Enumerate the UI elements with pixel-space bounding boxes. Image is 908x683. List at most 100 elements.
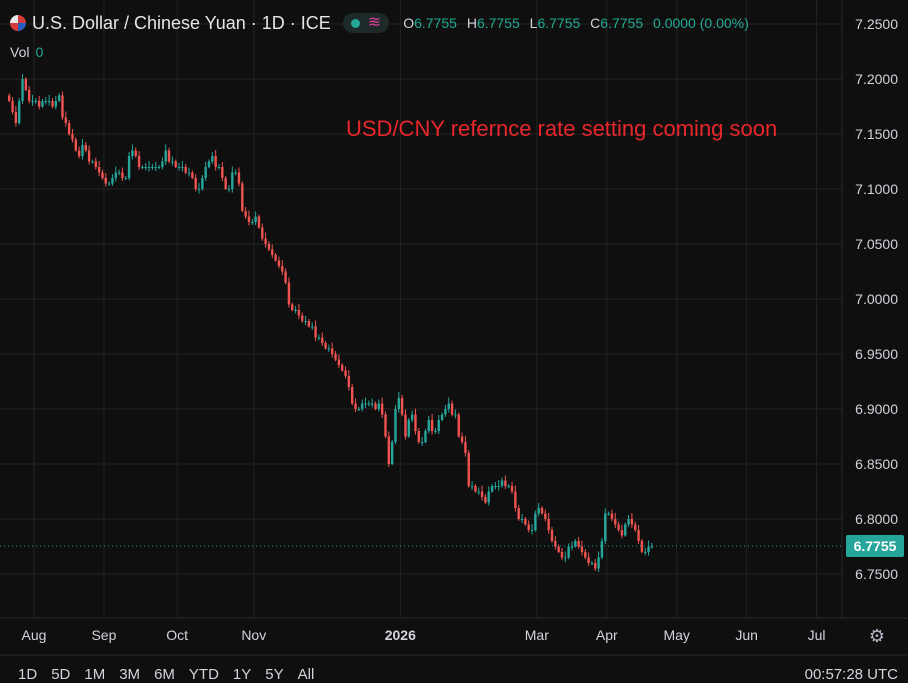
candle-body bbox=[644, 552, 647, 553]
candle-body bbox=[101, 172, 104, 178]
range-5y-button[interactable]: 5Y bbox=[265, 666, 284, 683]
candle-body bbox=[21, 79, 24, 101]
candle-body bbox=[37, 101, 41, 107]
candle-body bbox=[550, 530, 554, 541]
range-6m-button[interactable]: 6M bbox=[154, 666, 175, 683]
candle-body bbox=[440, 414, 444, 420]
candle-body bbox=[217, 167, 221, 168]
candle-body bbox=[67, 123, 71, 134]
candle-body bbox=[294, 310, 297, 311]
time-axis[interactable]: Aug Sep Oct Nov 2026 Mar Apr May Jun Jul bbox=[22, 627, 826, 643]
us-flag-icon bbox=[10, 15, 26, 31]
candle-body bbox=[480, 491, 484, 497]
candle-body bbox=[530, 530, 534, 531]
candle-body bbox=[264, 238, 267, 244]
candle-body bbox=[454, 414, 457, 416]
candle-body bbox=[537, 508, 540, 514]
symbol-title[interactable]: U.S. Dollar / Chinese Yuan · 1D · ICE bbox=[32, 12, 331, 33]
candle-body bbox=[420, 442, 424, 443]
candle-body bbox=[301, 315, 304, 321]
chart-grid bbox=[0, 0, 908, 656]
candle-body bbox=[540, 508, 544, 514]
candle-body bbox=[227, 189, 231, 190]
candle-body bbox=[334, 354, 337, 360]
candle-body bbox=[380, 403, 384, 415]
ohlc-change-value: 0.0000 (0.00%) bbox=[653, 15, 749, 31]
candle-body bbox=[614, 519, 617, 525]
candle-body bbox=[467, 453, 470, 486]
candle-body bbox=[534, 513, 537, 530]
candle-body bbox=[307, 321, 311, 327]
settings-gear-icon[interactable]: ⚙ bbox=[868, 625, 886, 646]
candle-body bbox=[257, 216, 261, 228]
candle-body bbox=[167, 150, 171, 162]
candle-body bbox=[164, 150, 167, 162]
candle-body bbox=[597, 557, 600, 569]
range-1m-button[interactable]: 1M bbox=[84, 666, 106, 683]
volume-readout: Vol 0 bbox=[10, 44, 43, 60]
candle-body bbox=[24, 79, 28, 90]
candle-body bbox=[134, 150, 137, 156]
candle-body bbox=[317, 337, 321, 339]
candle-body bbox=[174, 161, 177, 167]
candle-body bbox=[214, 156, 217, 167]
y-tick-label: 7.0500 bbox=[855, 236, 898, 252]
chart-annotation[interactable]: USD/CNY refernce rate setting coming soo… bbox=[346, 116, 778, 141]
candle-body bbox=[427, 420, 430, 431]
y-tick-label: 6.8000 bbox=[855, 511, 898, 527]
chart-header: U.S. Dollar / Chinese Yuan · 1D · ICE ≋ … bbox=[10, 10, 755, 36]
candle-body bbox=[617, 524, 620, 530]
candle-body bbox=[107, 183, 111, 185]
candle-body bbox=[87, 150, 91, 162]
candle-body bbox=[404, 414, 407, 437]
candle-body bbox=[407, 420, 410, 437]
candle-body bbox=[400, 398, 404, 415]
candle-body bbox=[567, 546, 570, 558]
candle-series bbox=[8, 74, 654, 573]
candle-body bbox=[507, 486, 510, 487]
status-pill[interactable]: ≋ bbox=[342, 13, 390, 33]
range-5d-button[interactable]: 5D bbox=[51, 666, 71, 683]
range-1y-button[interactable]: 1Y bbox=[232, 666, 252, 683]
candle-body bbox=[484, 497, 487, 503]
candle-body bbox=[234, 172, 237, 174]
candle-body bbox=[127, 156, 131, 178]
candle-body bbox=[344, 370, 347, 376]
candle-body bbox=[387, 436, 391, 464]
candle-body bbox=[450, 403, 454, 415]
ohlc-low-label: L bbox=[529, 15, 538, 31]
range-1d-button[interactable]: 1D bbox=[18, 666, 38, 683]
candle-body bbox=[251, 222, 254, 223]
candle-body bbox=[430, 420, 434, 431]
price-axis[interactable]: 7.2500 7.2000 7.1500 7.1000 7.0500 7.0000 6.95… bbox=[855, 16, 898, 582]
candle-body bbox=[8, 95, 11, 101]
candle-body bbox=[434, 431, 437, 432]
x-tick-label: Sep bbox=[91, 627, 116, 643]
candle-body bbox=[470, 486, 474, 487]
candle-body bbox=[494, 486, 497, 487]
candle-body bbox=[360, 403, 364, 409]
candle-body bbox=[297, 310, 301, 316]
x-tick-label: May bbox=[663, 627, 689, 643]
candle-body bbox=[570, 546, 574, 548]
candle-body bbox=[327, 348, 331, 350]
range-ytd-button[interactable]: YTD bbox=[188, 666, 219, 683]
candle-body bbox=[324, 343, 327, 349]
candle-body bbox=[514, 491, 517, 508]
utc-clock[interactable]: 00:57:28 UTC bbox=[804, 666, 898, 683]
wave-icon: ≋ bbox=[367, 14, 382, 31]
y-tick-label: 6.8500 bbox=[855, 456, 898, 472]
candle-body bbox=[367, 403, 371, 405]
candle-body bbox=[444, 409, 447, 415]
range-3m-button[interactable]: 3M bbox=[119, 666, 141, 683]
candle-body bbox=[474, 486, 477, 492]
candle-body bbox=[580, 546, 584, 552]
candle-body bbox=[331, 348, 334, 354]
candle-body bbox=[624, 524, 627, 536]
candle-body bbox=[547, 519, 550, 530]
candle-body bbox=[97, 167, 101, 173]
candle-body bbox=[261, 227, 264, 239]
candle-body bbox=[647, 546, 650, 552]
range-all-button[interactable]: All bbox=[297, 666, 315, 683]
